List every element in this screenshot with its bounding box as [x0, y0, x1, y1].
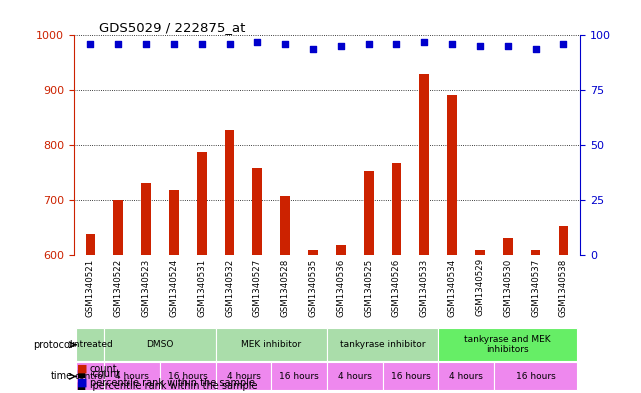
- Point: [392, 41, 402, 47]
- Bar: [308, 250, 318, 393]
- Bar: [392, 163, 401, 393]
- Text: GSM1340536: GSM1340536: [337, 258, 345, 316]
- Text: ■  count
■  percentile rank within the sample: ■ count ■ percentile rank within the sam…: [77, 369, 258, 391]
- Point: [558, 41, 569, 47]
- Bar: [364, 171, 374, 393]
- Bar: [215, 362, 271, 391]
- Text: 4 hours: 4 hours: [449, 372, 483, 381]
- Text: ■: ■: [77, 364, 87, 374]
- Text: GSM1340522: GSM1340522: [113, 258, 122, 316]
- Bar: [141, 184, 151, 393]
- Bar: [76, 329, 104, 361]
- Point: [531, 45, 541, 51]
- Bar: [169, 190, 179, 393]
- Point: [252, 39, 262, 45]
- Text: GDS5029 / 222875_at: GDS5029 / 222875_at: [99, 21, 246, 34]
- Bar: [224, 130, 235, 393]
- Text: GSM1340527: GSM1340527: [253, 258, 262, 316]
- Bar: [85, 234, 96, 393]
- Text: 4 hours: 4 hours: [115, 372, 149, 381]
- Bar: [104, 329, 215, 361]
- Text: tankyrase inhibitor: tankyrase inhibitor: [340, 340, 426, 349]
- Point: [197, 41, 207, 47]
- Point: [169, 41, 179, 47]
- Bar: [327, 329, 438, 361]
- Bar: [475, 250, 485, 393]
- Bar: [327, 362, 383, 391]
- Bar: [494, 362, 578, 391]
- Text: time: time: [51, 371, 73, 382]
- Text: GSM1340538: GSM1340538: [559, 258, 568, 316]
- Bar: [76, 362, 104, 391]
- Bar: [503, 238, 513, 393]
- Text: GSM1340537: GSM1340537: [531, 258, 540, 316]
- Text: 16 hours: 16 hours: [168, 372, 208, 381]
- Point: [336, 43, 346, 50]
- Bar: [531, 250, 540, 393]
- Point: [280, 41, 290, 47]
- Point: [308, 45, 318, 51]
- Text: percentile rank within the sample: percentile rank within the sample: [90, 378, 254, 388]
- Point: [363, 41, 374, 47]
- Bar: [271, 362, 327, 391]
- Text: 4 hours: 4 hours: [338, 372, 372, 381]
- Text: GSM1340530: GSM1340530: [503, 258, 512, 316]
- Text: ■: ■: [77, 378, 87, 388]
- Point: [503, 43, 513, 50]
- Text: GSM1340523: GSM1340523: [142, 258, 151, 316]
- Text: GSM1340528: GSM1340528: [281, 258, 290, 316]
- Text: MEK inhibitor: MEK inhibitor: [241, 340, 301, 349]
- Text: protocol: protocol: [33, 340, 73, 350]
- Text: 16 hours: 16 hours: [516, 372, 556, 381]
- Bar: [438, 329, 578, 361]
- Text: untreated: untreated: [68, 340, 113, 349]
- Text: 4 hours: 4 hours: [226, 372, 260, 381]
- Point: [141, 41, 151, 47]
- Bar: [336, 245, 345, 393]
- Bar: [438, 362, 494, 391]
- Text: 16 hours: 16 hours: [390, 372, 430, 381]
- Point: [475, 43, 485, 50]
- Text: tankyrase and MEK
inhibitors: tankyrase and MEK inhibitors: [465, 335, 551, 354]
- Bar: [253, 168, 262, 393]
- Bar: [160, 362, 215, 391]
- Bar: [558, 226, 569, 393]
- Bar: [197, 152, 206, 393]
- Point: [224, 41, 235, 47]
- Text: GSM1340524: GSM1340524: [169, 258, 178, 316]
- Text: GSM1340534: GSM1340534: [447, 258, 456, 316]
- Bar: [419, 74, 429, 393]
- Bar: [280, 196, 290, 393]
- Text: GSM1340525: GSM1340525: [364, 258, 373, 316]
- Text: GSM1340531: GSM1340531: [197, 258, 206, 316]
- Text: GSM1340535: GSM1340535: [308, 258, 317, 316]
- Text: GSM1340532: GSM1340532: [225, 258, 234, 316]
- Text: 16 hours: 16 hours: [279, 372, 319, 381]
- Bar: [104, 362, 160, 391]
- Bar: [383, 362, 438, 391]
- Bar: [113, 200, 123, 393]
- Point: [419, 39, 429, 45]
- Point: [447, 41, 457, 47]
- Text: GSM1340521: GSM1340521: [86, 258, 95, 316]
- Text: control: control: [74, 372, 106, 381]
- Point: [113, 41, 123, 47]
- Text: count: count: [90, 364, 117, 374]
- Bar: [447, 95, 457, 393]
- Point: [85, 41, 96, 47]
- Text: GSM1340526: GSM1340526: [392, 258, 401, 316]
- Text: GSM1340533: GSM1340533: [420, 258, 429, 316]
- Bar: [215, 329, 327, 361]
- Text: DMSO: DMSO: [146, 340, 174, 349]
- Text: GSM1340529: GSM1340529: [476, 258, 485, 316]
